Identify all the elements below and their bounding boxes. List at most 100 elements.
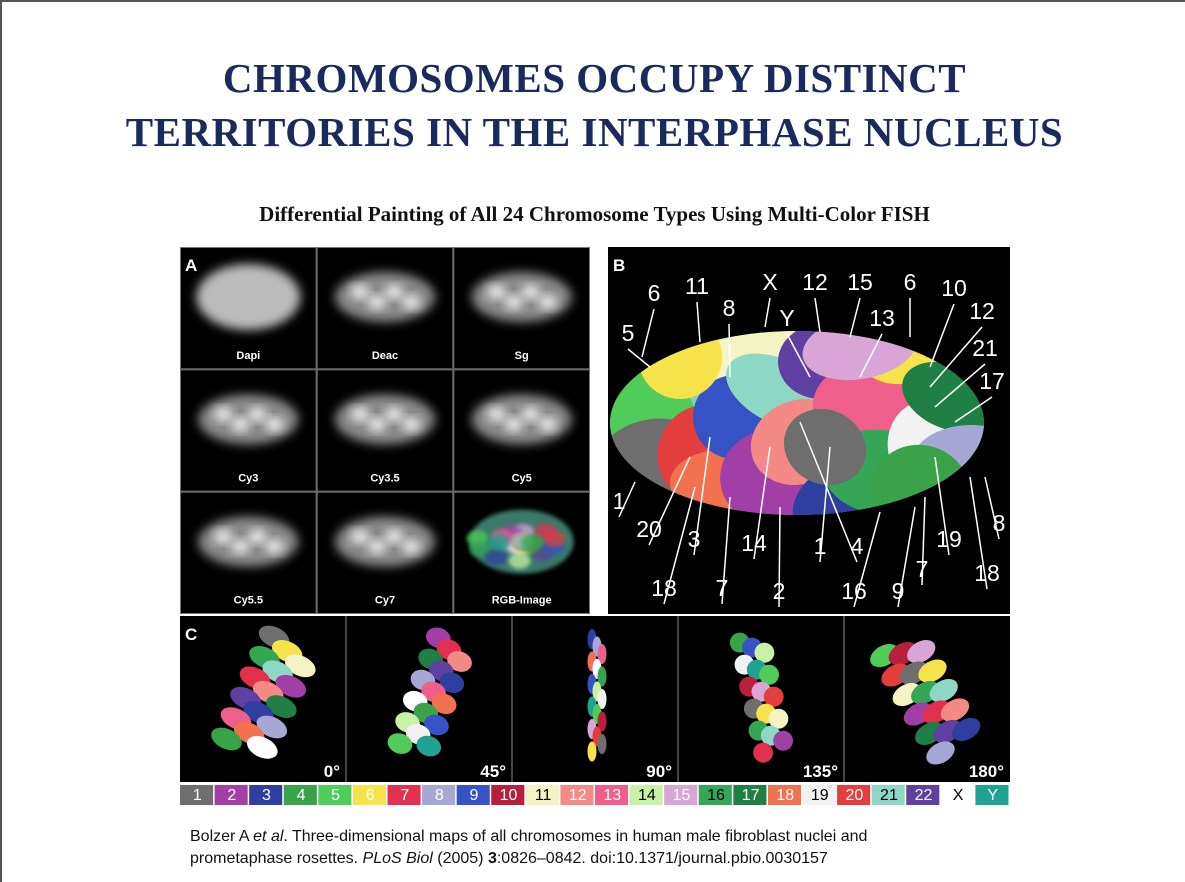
territory: [952, 717, 981, 742]
nucleus-3d: [211, 625, 316, 759]
chromosome-label: 7: [916, 556, 929, 582]
chromosome-label: 20: [636, 516, 662, 542]
legend-label: 14: [638, 787, 656, 804]
chromosome-label: 14: [741, 530, 767, 556]
angle-label: 180°: [969, 762, 1004, 781]
subtitle: Differential Painting of All 24 Chromoso…: [259, 202, 930, 226]
legend-swatch: [871, 785, 905, 805]
territory: [285, 654, 316, 678]
citation-part: PLoS Biol: [362, 850, 433, 867]
territory: [521, 534, 544, 551]
legend-swatch: [940, 785, 974, 805]
legend-label: 17: [742, 787, 760, 804]
angle-label: 45°: [480, 762, 506, 781]
label-pointer: [934, 456, 950, 556]
signal: [265, 539, 284, 554]
label-pointer: [969, 476, 988, 590]
cell-border: [180, 247, 317, 370]
territory: [753, 742, 774, 763]
title-line: CHROMOSOMES OCCUPY DISTINCT: [222, 55, 967, 101]
citation-part: Bolzer A: [190, 828, 254, 845]
legend-label: 13: [603, 787, 621, 804]
label-pointer: [849, 297, 861, 338]
citation-part: (2005): [432, 850, 488, 867]
legend-label: X: [953, 787, 964, 804]
label-pointer: [921, 496, 926, 586]
territory: [783, 408, 867, 486]
chromosome-label: X: [762, 269, 777, 295]
legend-label: 5: [331, 787, 340, 804]
chromosome-label: 13: [869, 305, 895, 331]
signal: [521, 285, 540, 299]
chromosome-label: 2: [773, 578, 786, 604]
label-pointer: [728, 323, 731, 378]
label-pointer: [663, 486, 696, 605]
signal: [504, 417, 523, 432]
legend-swatch: [318, 785, 352, 805]
territory: [416, 735, 442, 757]
channel-label: Deac: [372, 350, 398, 362]
nucleus: [471, 272, 572, 322]
signal: [248, 407, 267, 422]
legend-swatch: [249, 785, 283, 805]
label-pointer: [859, 333, 883, 378]
signal: [385, 529, 403, 544]
signal: [402, 417, 420, 432]
channel-label: Cy5.5: [234, 595, 263, 607]
territory: [469, 540, 492, 557]
territory: [488, 534, 511, 551]
nucleus-3d: [870, 639, 981, 765]
label-pointer: [819, 446, 831, 563]
territory: [587, 741, 597, 762]
chromosome-label: 1: [814, 533, 827, 559]
legend-swatch: [422, 785, 456, 805]
territory: [387, 733, 413, 754]
label-pointer: [814, 297, 821, 333]
legend-label: 18: [776, 787, 794, 804]
cell-border: [316, 247, 454, 370]
label-pointer: [786, 333, 811, 378]
citation-part: :0826–0842. doi:10.1371/journal.pbio.003…: [496, 850, 828, 867]
territory: [929, 678, 958, 703]
signal: [504, 295, 523, 309]
signal: [521, 407, 540, 422]
nucleus: [196, 264, 301, 330]
legend-label: 10: [500, 787, 518, 804]
legend-swatch: [352, 785, 386, 805]
chromosome-label: 10: [941, 275, 967, 301]
nucleus-3d: [587, 629, 607, 762]
channel-label: Dapi: [236, 350, 260, 362]
signal: [402, 295, 420, 309]
legend-swatch: [214, 785, 248, 805]
panel-label: C: [185, 625, 197, 644]
territory: [247, 736, 278, 759]
legend-swatch: [387, 785, 421, 805]
territory: [447, 651, 472, 672]
citation-part: prometaphase rosettes.: [190, 850, 363, 867]
chromosome-label: 12: [969, 298, 995, 324]
legend-label: 19: [811, 787, 829, 804]
chromosome-label: 19: [936, 526, 962, 552]
label-pointer: [778, 506, 781, 608]
label-pointer: [753, 446, 771, 560]
label-pointer: [897, 506, 916, 608]
chromosome-label: 7: [716, 575, 729, 601]
signal: [351, 407, 369, 422]
nucleus: [335, 272, 435, 322]
territory: [597, 711, 607, 732]
chromosome-label: 9: [892, 578, 905, 604]
legend-label: 20: [845, 787, 863, 804]
nucleus: [335, 516, 435, 567]
territory: [431, 693, 457, 715]
territory: [802, 331, 918, 381]
label-pointer: [618, 481, 636, 518]
chromosome-label: 1: [613, 488, 626, 514]
label-pointer: [696, 301, 701, 343]
angle-label: 135°: [803, 762, 838, 781]
legend-swatch: [767, 785, 801, 805]
territory: [763, 686, 784, 707]
signal: [368, 539, 386, 554]
signal: [487, 285, 506, 299]
chromosome-label: 6: [904, 269, 917, 295]
